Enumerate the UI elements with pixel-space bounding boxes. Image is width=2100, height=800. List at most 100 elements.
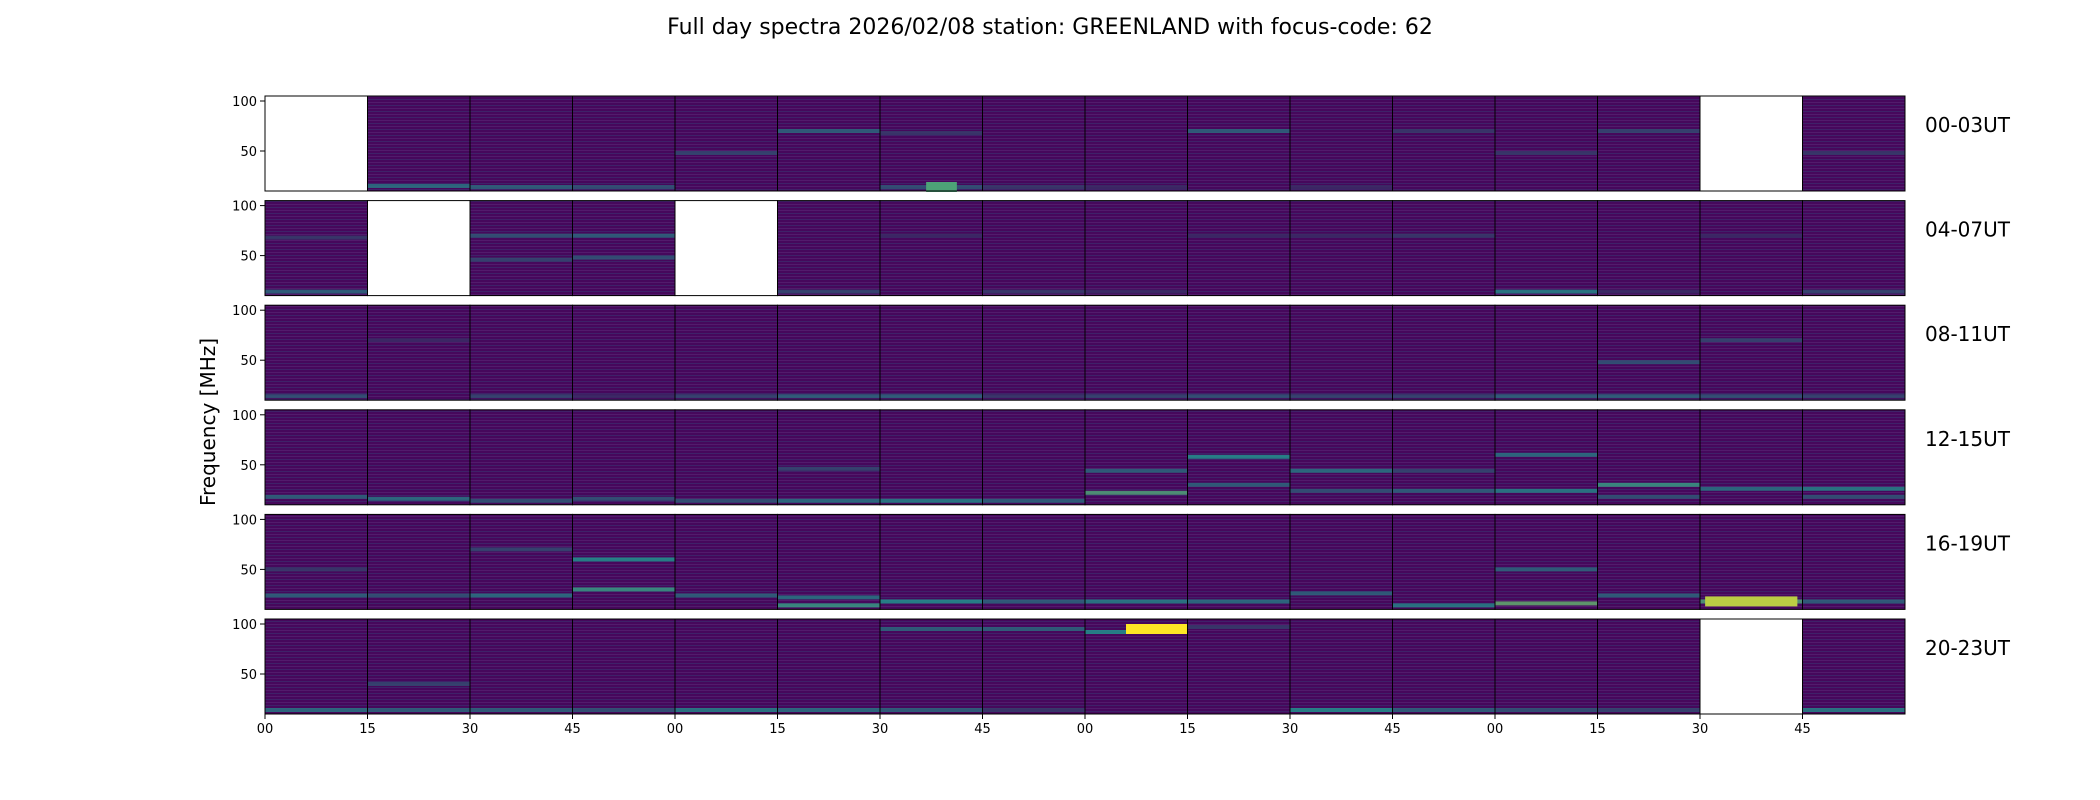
spectral-band <box>777 498 880 503</box>
spectral-band <box>1085 394 1188 399</box>
spectrogram-panel <box>572 409 676 506</box>
spectral-band <box>1495 289 1598 294</box>
spectrogram-panel <box>1802 304 1906 401</box>
row-time-label: 16-19UT <box>1925 531 2011 555</box>
panel-texture <box>1392 200 1495 296</box>
spectral-band <box>470 185 573 189</box>
spectral-band <box>1187 394 1290 399</box>
spectral-band <box>470 233 573 238</box>
y-tick-label: 50 <box>240 145 257 160</box>
spectral-band <box>1597 129 1700 133</box>
y-tick-label: 100 <box>232 200 257 215</box>
spectral-band <box>1700 338 1803 343</box>
spectrogram-panel <box>1699 304 1803 401</box>
panel-texture <box>572 619 675 714</box>
spectral-band <box>1290 185 1393 189</box>
spectral-band <box>1290 591 1393 596</box>
hot-spot <box>926 182 957 192</box>
spectrogram-panel <box>469 409 573 506</box>
x-tick-label: 15 <box>1589 722 1606 737</box>
x-tick-label: 15 <box>359 722 376 737</box>
spectral-band <box>572 185 675 189</box>
spectral-band <box>1597 360 1700 365</box>
spectral-band <box>470 708 573 712</box>
spectrogram-panel <box>982 409 1086 506</box>
panel-missing <box>1700 96 1803 191</box>
spectrogram-panel <box>469 304 573 401</box>
panel-texture <box>675 305 778 401</box>
spectral-band <box>470 498 573 503</box>
spectral-band <box>675 708 778 712</box>
spectrogram-panel <box>879 200 983 297</box>
spectral-band <box>1187 625 1290 629</box>
spectrogram-panel <box>1289 95 1393 192</box>
spectral-band <box>1597 394 1700 399</box>
spectral-band <box>982 708 1085 712</box>
spectral-band <box>777 595 880 600</box>
spectrogram-panel <box>1494 304 1598 401</box>
x-tick-label: 30 <box>1692 722 1709 737</box>
x-tick-label: 45 <box>1384 722 1401 737</box>
spectral-band <box>880 599 983 604</box>
spectra-row: 100 50 00-03UT <box>232 95 2011 192</box>
spectrogram-panel <box>264 513 368 610</box>
spectrogram-panel <box>264 304 368 401</box>
spectrogram-panel <box>982 618 1086 715</box>
spectrogram-panel <box>1392 95 1496 192</box>
spectral-band <box>470 547 573 552</box>
spectral-band <box>982 185 1085 189</box>
panel-texture <box>572 409 675 505</box>
panel-texture <box>777 200 880 296</box>
spectral-band <box>880 131 983 135</box>
panel-texture <box>1802 514 1905 610</box>
spectral-band <box>470 394 573 399</box>
panel-texture <box>265 200 368 296</box>
y-tick-label: 100 <box>232 409 257 424</box>
spectral-band <box>265 593 368 598</box>
spectrogram-panel <box>572 513 676 610</box>
panel-texture <box>880 96 983 191</box>
spectrogram-panel <box>1802 618 1906 715</box>
panel-texture <box>1597 200 1700 296</box>
spectrogram-panel <box>1187 200 1291 297</box>
spectral-band <box>572 255 675 260</box>
row-time-label: 08-11UT <box>1925 322 2011 346</box>
spectral-band <box>1187 454 1290 459</box>
spectral-band <box>982 394 1085 399</box>
spectrogram-panel <box>1494 513 1598 610</box>
spectral-band <box>777 129 880 133</box>
panel-texture <box>1700 305 1803 401</box>
spectral-band <box>470 257 573 262</box>
panel-missing <box>265 96 368 191</box>
y-tick-label: 50 <box>240 250 257 265</box>
panel-texture <box>777 305 880 401</box>
spectral-band <box>880 498 983 503</box>
panel-texture <box>1700 200 1803 296</box>
spectrogram-panel <box>982 304 1086 401</box>
spectrogram-panel <box>1494 200 1598 297</box>
spectrogram-panel <box>469 513 573 610</box>
spectrogram-panel <box>1084 304 1188 401</box>
spectrogram-panel <box>1597 618 1701 715</box>
spectral-band <box>1700 233 1803 238</box>
hot-spot <box>1705 596 1798 607</box>
spectral-band <box>1700 394 1803 399</box>
spectrogram-panel <box>777 618 881 715</box>
panel-texture <box>572 96 675 191</box>
spectrogram-panel <box>1289 409 1393 506</box>
spectrogram-panel <box>1084 409 1188 506</box>
spectral-band <box>982 498 1085 503</box>
spectrogram-panel <box>1187 618 1291 715</box>
spectral-band <box>880 708 983 712</box>
spectral-band <box>777 708 880 712</box>
spectrogram-panel <box>777 409 881 506</box>
spectrogram-panel <box>1084 200 1188 297</box>
spectrogram-panel <box>1802 513 1906 610</box>
spectral-band <box>675 498 778 503</box>
spectral-band <box>1085 468 1188 473</box>
spectrogram-panel <box>1597 304 1701 401</box>
spectrogram-panel <box>1494 409 1598 506</box>
spectrogram-panel <box>1494 95 1598 192</box>
spectrogram-panel <box>1802 200 1906 297</box>
spectral-band <box>1187 233 1290 238</box>
